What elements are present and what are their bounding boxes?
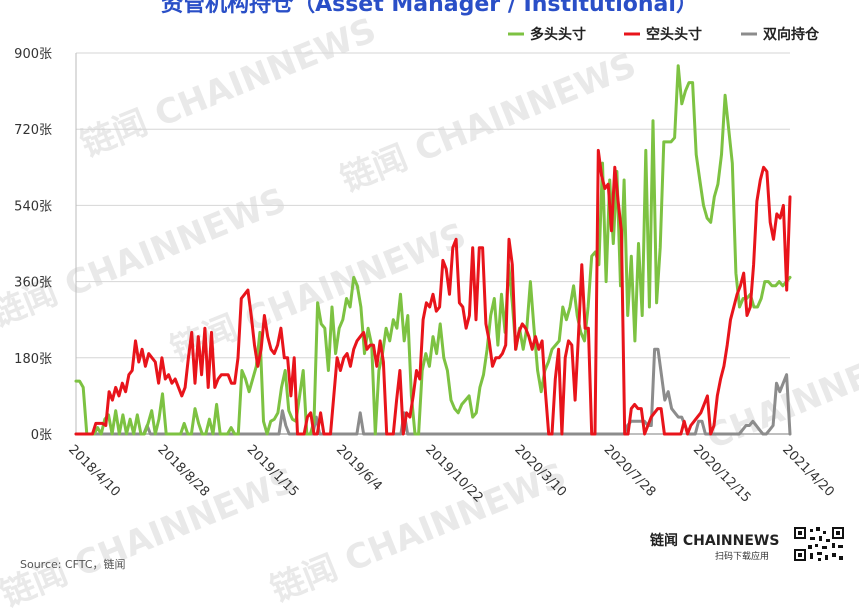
source-note: Source: CFTC，链闻 bbox=[20, 558, 126, 571]
legend-label: 空头头寸 bbox=[646, 26, 702, 43]
qr-code-icon[interactable] bbox=[792, 525, 846, 563]
x-tick-label: 2019/6/4 bbox=[333, 442, 385, 494]
x-tick-label: 2019/1/15 bbox=[244, 442, 302, 500]
y-tick-label: 720张 bbox=[14, 123, 52, 138]
series-line-short bbox=[74, 148, 792, 436]
series-line-long bbox=[74, 64, 792, 436]
grid-lines bbox=[76, 52, 790, 359]
line-chart: 0张 180张 360张 540张 720张 900张 2018/4/10 2018/8/2… bbox=[14, 26, 837, 506]
x-axis: 2018/4/10 2018/8/28 2019/1/15 2019/6/4 2019/… bbox=[65, 433, 837, 506]
x-tick-label: 2021/4/20 bbox=[779, 442, 837, 500]
legend-item-long: 多头头寸 bbox=[508, 26, 586, 43]
y-axis: 0张 180张 360张 540张 720张 900张 bbox=[14, 47, 77, 443]
legend-label: 双向持仓 bbox=[763, 26, 820, 43]
y-tick-label: 0张 bbox=[31, 428, 52, 443]
y-tick-label: 360张 bbox=[14, 276, 52, 291]
x-tick-label: 2020/12/15 bbox=[690, 442, 754, 506]
y-tick-label: 900张 bbox=[14, 47, 52, 62]
y-tick-label: 180张 bbox=[14, 352, 52, 367]
page-title: 资管机构持仓（Asset Manager / Institutional） bbox=[161, 0, 698, 17]
legend-label: 多头头寸 bbox=[530, 26, 586, 43]
brand-logo: 链闻 CHAINNEWS bbox=[650, 533, 780, 549]
brand-tagline: 扫码下载应用 bbox=[715, 552, 770, 562]
x-tick-label: 2020/7/28 bbox=[601, 442, 659, 500]
x-tick-label: 2018/4/10 bbox=[65, 442, 123, 500]
legend-item-short: 空头头寸 bbox=[624, 26, 702, 43]
x-tick-label: 2019/10/22 bbox=[422, 442, 486, 506]
series-lines bbox=[74, 64, 792, 436]
x-tick-label: 2020/3/10 bbox=[511, 442, 569, 500]
legend: 多头头寸 空头头寸 双向持仓 bbox=[508, 26, 820, 43]
series-line-spread bbox=[74, 347, 792, 436]
x-tick-label: 2018/8/28 bbox=[154, 442, 212, 500]
y-tick-label: 540张 bbox=[14, 199, 52, 214]
legend-item-spread: 双向持仓 bbox=[741, 26, 820, 43]
